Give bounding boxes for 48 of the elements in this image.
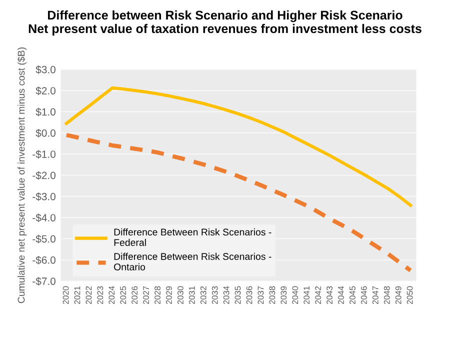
x-tick-label: 2024 [108,286,115,304]
y-tick-label: -$1.0 [32,150,56,159]
y-tick-label: -$7.0 [32,277,56,286]
x-tick-label: 2023 [97,286,104,304]
legend-label: Difference Between Risk Scenarios - Ontario [114,252,272,270]
x-tick-label: 2038 [269,286,276,304]
x-tick-label: 2039 [280,286,287,304]
y-tick-label: -$4.0 [32,214,56,222]
x-tick-label: 2026 [132,286,138,304]
x-tick-label: 2050 [406,286,413,304]
legend-label: Difference Between Risk Scenarios - Federal [114,228,272,246]
y-tick-label: $1.0 [36,108,56,116]
x-tick-label: 2049 [395,286,402,304]
x-tick-label: 2040 [292,286,298,304]
x-tick-label: 2022 [86,286,92,304]
x-tick-label: 2045 [350,286,356,304]
y-tick-label: -$6.0 [32,256,56,264]
line-series [64,86,412,207]
x-tick-label: 2041 [304,286,310,304]
x-tick-label: 2029 [166,286,172,304]
y-tick-label: $0.0 [36,128,56,138]
y-axis-title: Cumulative net present value of investment minus cost ($B) [17,47,27,304]
x-tick-label: 2042 [315,286,322,304]
x-tick-label: 2035 [234,286,241,304]
x-tick-label: 2046 [360,286,367,304]
x-tick-label: 2044 [338,286,344,304]
y-tick-label: -$2.0 [32,171,56,180]
x-tick-label: 2027 [143,286,149,304]
x-tick-label: 2028 [154,286,160,304]
x-tick-label: 2047 [372,286,378,304]
y-tick-label: $2.0 [36,86,56,96]
x-tick-label: 2031 [188,286,195,304]
x-tick-label: 2034 [223,286,230,304]
x-tick-label: 2020 [62,286,69,304]
y-tick-label: $3.0 [36,65,56,74]
x-tick-label: 2043 [326,286,332,304]
line-series [64,132,413,273]
y-tick-label: -$5.0 [32,234,56,244]
x-tick-label: 2032 [200,286,206,304]
x-tick-label: 2030 [177,286,184,304]
y-tick-label: -$3.0 [32,192,56,201]
x-tick-label: 2025 [120,286,126,304]
x-tick-label: 2033 [212,286,218,304]
x-tick-label: 2037 [258,286,264,304]
x-tick-label: 2048 [384,286,390,304]
x-tick-label: 2021 [74,286,80,304]
x-tick-label: 2036 [246,286,252,304]
chart-title: Difference between Risk Scenario and Higher Risk Scenario Net present value of taxation revenues from investment less costs [28,10,422,36]
